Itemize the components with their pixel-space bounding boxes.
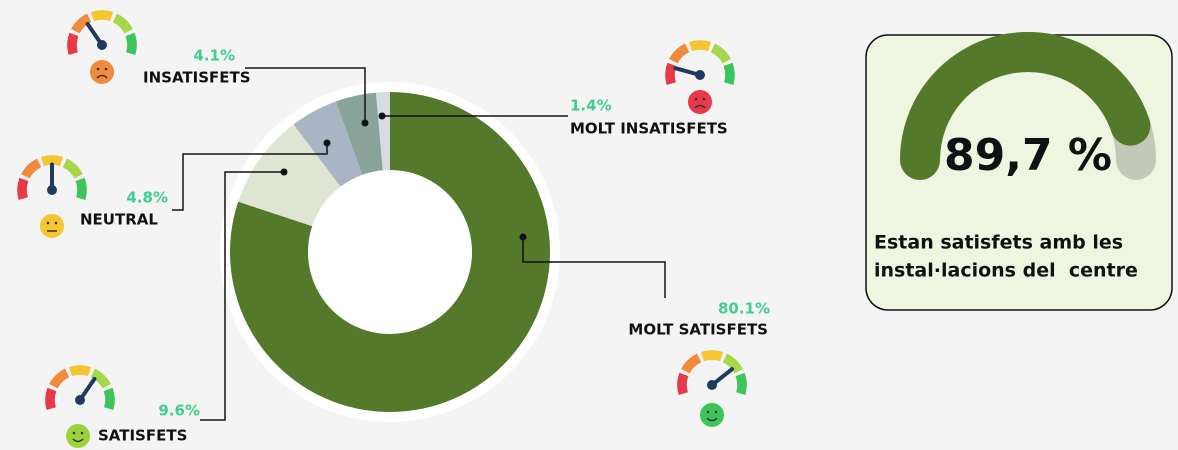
leader-dot xyxy=(378,112,386,120)
leader-dot xyxy=(361,119,369,127)
gauge-icon-segment xyxy=(735,372,747,395)
gauge-icon-segment xyxy=(125,32,137,55)
gauge-icon-segment xyxy=(90,368,111,389)
card-caption: instal·lacions del centre xyxy=(874,260,1138,282)
gauge-icon-segment xyxy=(17,177,29,200)
gauge-icon-segment xyxy=(669,43,690,64)
gauge-icon-segment xyxy=(49,368,70,389)
face-eye xyxy=(80,431,84,435)
gauge-icon-segment xyxy=(71,13,92,34)
leader-dot xyxy=(519,233,527,241)
leader-line xyxy=(200,171,284,421)
face-eye xyxy=(72,431,76,435)
gauge-icon-segment xyxy=(62,158,83,179)
gauge-icon-segment xyxy=(688,40,712,52)
face-eye xyxy=(96,67,100,71)
value-label: 9.6% xyxy=(158,402,200,420)
face-icon xyxy=(700,403,724,427)
gauge-icon-segment xyxy=(677,372,689,395)
donut-slice xyxy=(375,92,390,171)
card-caption: Estan satisfets amb les xyxy=(874,232,1123,254)
gauge-icon-segment xyxy=(723,62,735,85)
face-eye xyxy=(694,97,698,101)
gauge-icon-segment xyxy=(75,177,87,200)
gauge-icon-segment xyxy=(40,155,64,167)
category-label: SATISFETS xyxy=(98,427,187,445)
gauge-hub xyxy=(97,40,107,50)
gauge-icon-segment xyxy=(681,353,702,374)
gauge-icon-segment xyxy=(45,387,57,410)
face-eye xyxy=(702,97,706,101)
face-eye xyxy=(54,221,58,225)
leader-dot xyxy=(323,139,331,147)
category-label: MOLT SATISFETS xyxy=(628,321,768,339)
category-label: INSATISFETS xyxy=(143,69,251,87)
face-eye xyxy=(714,410,718,414)
value-label: 4.1% xyxy=(193,47,235,65)
gauge-hub xyxy=(707,380,717,390)
gauge-hub xyxy=(75,395,85,405)
gauge-icon-segment xyxy=(21,158,42,179)
gauge-icon-segment xyxy=(68,365,92,377)
face-mouth xyxy=(72,438,84,443)
card-gauge-fill xyxy=(900,31,1151,180)
face-mouth xyxy=(706,417,718,422)
card-value: 89,7 % xyxy=(944,130,1112,181)
gauge-icon-segment xyxy=(700,350,724,362)
value-label: 4.8% xyxy=(126,189,168,207)
leader-dot xyxy=(280,168,288,176)
leader-line xyxy=(522,237,666,298)
gauge-icon-segment xyxy=(90,10,114,22)
gauge-icon-segment xyxy=(710,43,731,64)
face-icon xyxy=(66,424,90,448)
gauge-icon-segment xyxy=(112,13,133,34)
face-eye xyxy=(104,67,108,71)
face-icon xyxy=(90,60,114,84)
gauge-hub xyxy=(47,185,57,195)
face-eye xyxy=(706,410,710,414)
donut-slice xyxy=(238,124,341,227)
gauge-icon-segment xyxy=(722,353,743,374)
face-icon xyxy=(688,90,712,114)
face-eye xyxy=(46,221,50,225)
leader-line xyxy=(245,67,366,123)
category-label: MOLT INSATISFETS xyxy=(570,120,728,138)
face-icon xyxy=(40,214,64,238)
gauge-icon-segment xyxy=(67,32,79,55)
face-mouth xyxy=(694,104,706,109)
gauge-icon-segment xyxy=(103,387,115,410)
category-label: NEUTRAL xyxy=(80,211,158,229)
gauge-icon-segment xyxy=(665,62,677,85)
face-mouth xyxy=(96,74,108,79)
donut-slice xyxy=(335,92,383,175)
donut-slice xyxy=(230,92,550,412)
leader-line xyxy=(172,143,328,211)
value-label: 80.1% xyxy=(718,300,770,318)
value-label: 1.4% xyxy=(570,97,612,115)
gauge-hub xyxy=(695,70,705,80)
